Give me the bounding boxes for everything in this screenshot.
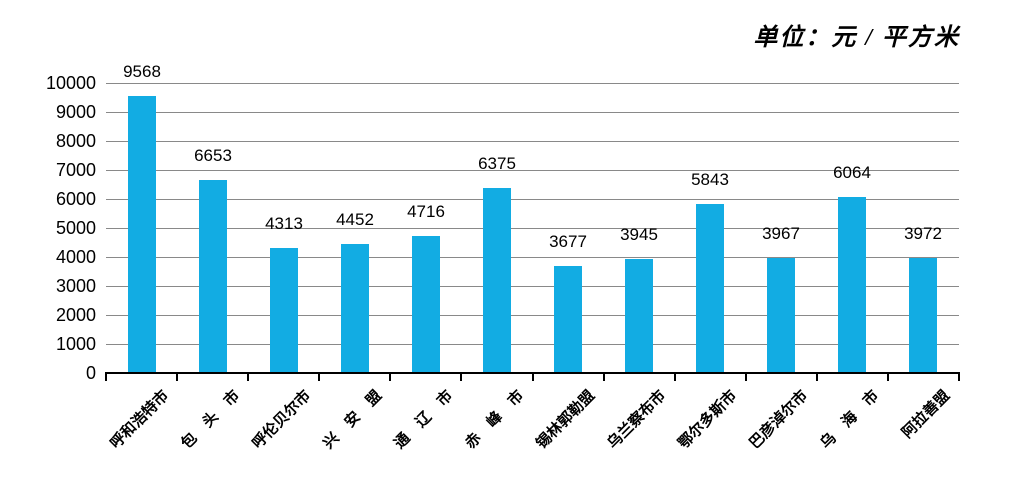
bar-value-label: 4313 — [265, 214, 303, 233]
bar-value-label: 4452 — [336, 210, 374, 229]
y-axis-label: 4000 — [55, 247, 96, 267]
x-axis-label: 乌 海 市 — [817, 387, 883, 453]
bar-value-label: 5843 — [691, 170, 729, 189]
bar — [838, 197, 866, 373]
gridline — [106, 257, 959, 258]
bar-value-label: 9568 — [123, 62, 161, 81]
chart-unit-label: 单位：元 / 平方米 — [753, 25, 960, 51]
x-axis-tick — [674, 374, 676, 381]
x-axis-tick — [389, 374, 391, 381]
bar — [270, 248, 298, 373]
x-axis-label: 巴彦淖尔市 — [746, 387, 812, 453]
gridline — [106, 344, 959, 345]
bar-value-label: 3967 — [762, 224, 800, 243]
y-axis-label: 1000 — [55, 334, 96, 354]
x-axis-line — [105, 372, 960, 374]
bar-value-label: 3677 — [549, 232, 587, 251]
x-axis-label: 通 辽 市 — [391, 387, 457, 453]
bar-value-label: 4716 — [407, 202, 445, 221]
gridline — [106, 112, 959, 113]
gridline — [106, 286, 959, 287]
bar — [199, 180, 227, 373]
bar-value-label: 3945 — [620, 225, 658, 244]
y-axis-label: 6000 — [55, 189, 96, 209]
x-axis-label: 阿拉善盟 — [898, 387, 954, 442]
y-axis-label: 3000 — [55, 276, 96, 296]
bar — [483, 188, 511, 373]
x-axis-tick — [816, 374, 818, 381]
x-axis-label: 兴 安 盟 — [320, 387, 386, 453]
bar-value-label: 6064 — [833, 163, 871, 182]
y-axis-label: 7000 — [55, 160, 96, 180]
x-axis-tick — [318, 374, 320, 381]
y-axis-label: 0 — [85, 363, 96, 383]
x-axis-label: 鄂尔多斯市 — [675, 387, 741, 453]
y-axis-label: 2000 — [55, 305, 96, 325]
y-axis-label: 9000 — [55, 102, 96, 122]
bar — [625, 259, 653, 373]
gridline — [106, 228, 959, 229]
bar — [412, 236, 440, 373]
x-axis-tick — [532, 374, 534, 381]
x-axis-tick — [176, 374, 178, 381]
x-axis-tick — [105, 374, 107, 381]
x-axis-label: 赤 峰 市 — [462, 387, 528, 453]
bar — [909, 258, 937, 373]
bar — [696, 204, 724, 373]
x-axis-tick — [887, 374, 889, 381]
y-axis-label: 10000 — [45, 73, 96, 93]
x-axis-tick — [460, 374, 462, 381]
bar-value-label: 6375 — [478, 154, 516, 173]
x-axis-label: 包 头 市 — [178, 387, 244, 453]
x-axis-tick — [247, 374, 249, 381]
x-axis-label: 乌兰察布市 — [604, 387, 670, 453]
x-axis-label: 呼伦贝尔市 — [249, 387, 315, 453]
bar — [554, 266, 582, 373]
y-axis-label: 8000 — [55, 131, 96, 151]
bar — [767, 258, 795, 373]
gridline — [106, 83, 959, 84]
gridline — [106, 170, 959, 171]
x-axis-label: 呼和浩特市 — [107, 387, 173, 453]
y-axis-label: 5000 — [55, 218, 96, 238]
bar-value-label: 6653 — [194, 146, 232, 165]
x-axis-label: 锡林郭勒盟 — [533, 387, 599, 453]
gridline — [106, 315, 959, 316]
gridline — [106, 199, 959, 200]
gridline — [106, 141, 959, 142]
x-axis-tick — [958, 374, 960, 381]
x-axis-tick — [745, 374, 747, 381]
bar — [341, 244, 369, 373]
bar — [128, 96, 156, 373]
x-axis-tick — [603, 374, 605, 381]
bar-value-label: 3972 — [904, 224, 942, 243]
